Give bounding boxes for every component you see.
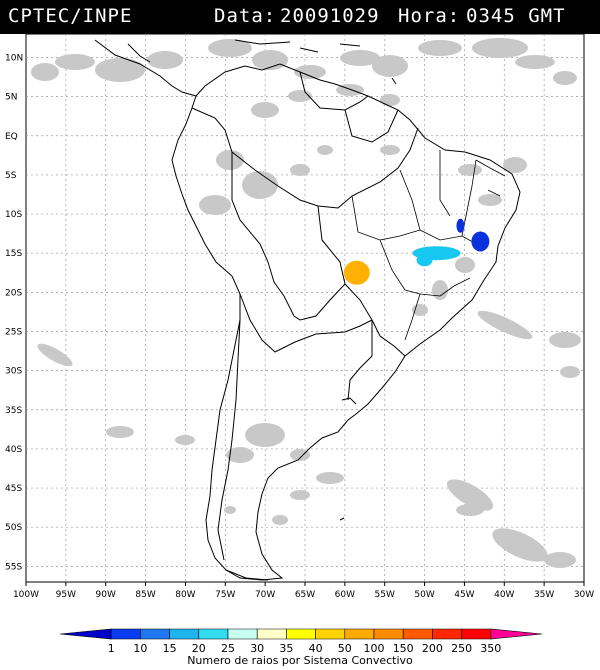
longitude-label: 55W	[375, 590, 395, 600]
color-scale-labels: 1 10 15 20 25 30 35 40 50 100 150 200 250 350	[108, 642, 502, 655]
latitude-label: 30S	[5, 367, 22, 377]
color-scale-value: 25	[221, 642, 235, 655]
color-scale-swatch	[373, 628, 404, 640]
color-scale-swatch	[286, 628, 316, 640]
color-scale-title: Numero de raios por Sistema Convectivo	[187, 654, 413, 667]
latitude-label: 15S	[5, 249, 22, 259]
color-scale-swatch	[402, 628, 433, 640]
color-scale-value: 100	[364, 642, 385, 655]
color-scale-value: 1	[108, 642, 115, 655]
color-scale-value: 50	[338, 642, 352, 655]
longitude-label: 50W	[414, 590, 434, 600]
color-scale-bar	[59, 628, 543, 640]
storm-cell	[343, 260, 370, 285]
color-scale-value: 15	[163, 642, 177, 655]
latitude-label: 10N	[5, 53, 23, 63]
latitude-label: 5S	[5, 171, 17, 181]
longitude-label: 40W	[494, 590, 514, 600]
storm-cell-fragment	[416, 254, 433, 267]
color-scale-value: 150	[393, 642, 414, 655]
convective-systems	[343, 218, 490, 285]
source-label: CPTEC/INPE	[8, 5, 133, 27]
longitude-label: 35W	[534, 590, 554, 600]
longitude-label: 75W	[215, 590, 235, 600]
longitude-labels: 100W 95W 90W 85W 80W 75W 70W 65W 60W 55W 50W 45W 40W…	[13, 582, 594, 600]
longitude-label: 60W	[335, 590, 355, 600]
longitude-label: 70W	[255, 590, 275, 600]
color-scale-swatch	[490, 628, 543, 640]
color-scale-value: 250	[451, 642, 472, 655]
color-scale-swatch	[110, 628, 141, 640]
color-scale-value: 350	[480, 642, 501, 655]
color-scale-swatch	[315, 628, 346, 640]
color-scale-value: 20	[192, 642, 206, 655]
latitude-label: 50S	[5, 523, 22, 533]
time-value: 0345 GMT	[466, 5, 566, 27]
latitude-label: 20S	[5, 288, 22, 298]
coastline-and-borders	[94, 39, 521, 581]
color-scale-swatch	[198, 628, 229, 640]
color-scale-value: 35	[279, 642, 293, 655]
color-scale-swatch	[59, 628, 112, 640]
latitude-label: 25S	[5, 327, 22, 337]
color-scale-swatch	[256, 628, 287, 640]
header-bar: CPTEC/INPE Data: 20091029 Hora: 0345 GMT	[0, 0, 600, 34]
latitude-label: 35S	[5, 406, 22, 416]
color-scale-swatch	[227, 628, 258, 640]
color-scale-swatch	[140, 628, 170, 640]
longitude-label: 45W	[454, 590, 474, 600]
latitude-label: 55S	[5, 562, 22, 572]
color-scale-swatch	[169, 628, 200, 640]
color-scale-value: 40	[309, 642, 323, 655]
longitude-label: 90W	[96, 590, 116, 600]
date-value: 20091029	[280, 5, 380, 27]
color-scale-swatch	[461, 628, 492, 640]
latitude-label: 40S	[5, 445, 22, 455]
satellite-cloud-cover	[31, 38, 581, 568]
longitude-label: 100W	[13, 590, 39, 600]
latitude-label: 45S	[5, 484, 22, 494]
storm-cell	[456, 218, 465, 233]
color-scale-swatch	[344, 628, 375, 640]
longitude-label: 85W	[135, 590, 155, 600]
color-scale-swatch	[432, 628, 462, 640]
latitude-label: 10S	[5, 210, 22, 220]
map-canvas: 10N5NEQ5S10S15S20S25S30S35S40S45S50S55S …	[5, 33, 594, 600]
longitude-label: 80W	[175, 590, 195, 600]
latitude-labels: 10N 5N EQ 5S 10S 15S 20S 25S 30S 35S 40S 45S 50S 55S	[5, 53, 23, 572]
time-label: Hora:	[398, 5, 461, 27]
color-scale-value: 10	[133, 642, 147, 655]
longitude-label: 30W	[574, 590, 594, 600]
color-scale-value: 200	[422, 642, 443, 655]
longitude-label: 65W	[295, 590, 315, 600]
color-scale-value: 30	[250, 642, 264, 655]
color-scale: 1 10 15 20 25 30 35 40 50 100 150 200 250 350	[59, 628, 543, 655]
storm-cell	[471, 231, 490, 252]
latitude-label: EQ	[5, 132, 18, 142]
latitude-label: 5N	[5, 93, 17, 103]
date-label: Data:	[214, 5, 277, 27]
longitude-label: 95W	[56, 590, 76, 600]
